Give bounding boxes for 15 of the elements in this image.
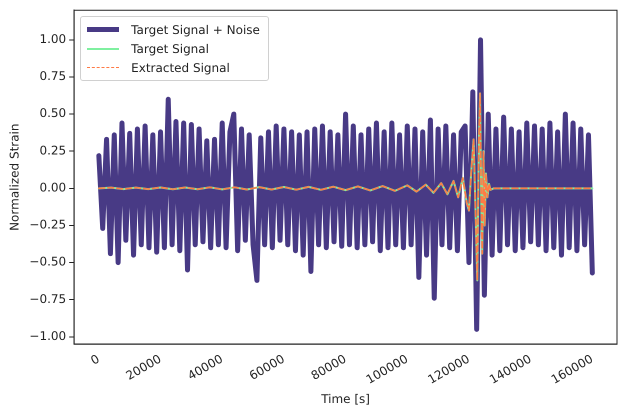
y-tick-label: 0.25 bbox=[39, 143, 66, 158]
y-tick-label: 1.00 bbox=[39, 32, 66, 46]
y-tick-label: −0.50 bbox=[29, 254, 66, 269]
y-tick-label: −1.00 bbox=[29, 328, 66, 343]
y-tick-label: 0.75 bbox=[39, 69, 66, 84]
legend-label: Target Signal + Noise bbox=[131, 22, 260, 37]
x-tick-label: 0 bbox=[88, 352, 102, 368]
y-tick-label: −0.25 bbox=[29, 218, 66, 232]
legend-label: Target Signal bbox=[131, 42, 209, 56]
y-tick-label: −0.75 bbox=[29, 292, 66, 306]
legend-label: Extracted Signal bbox=[131, 60, 230, 75]
x-axis-title: Time [s] bbox=[320, 392, 370, 406]
y-tick-label: 0.50 bbox=[39, 106, 66, 120]
y-axis-title: Normalized Strain bbox=[7, 124, 22, 231]
y-tick-label: 0.00 bbox=[39, 180, 66, 194]
